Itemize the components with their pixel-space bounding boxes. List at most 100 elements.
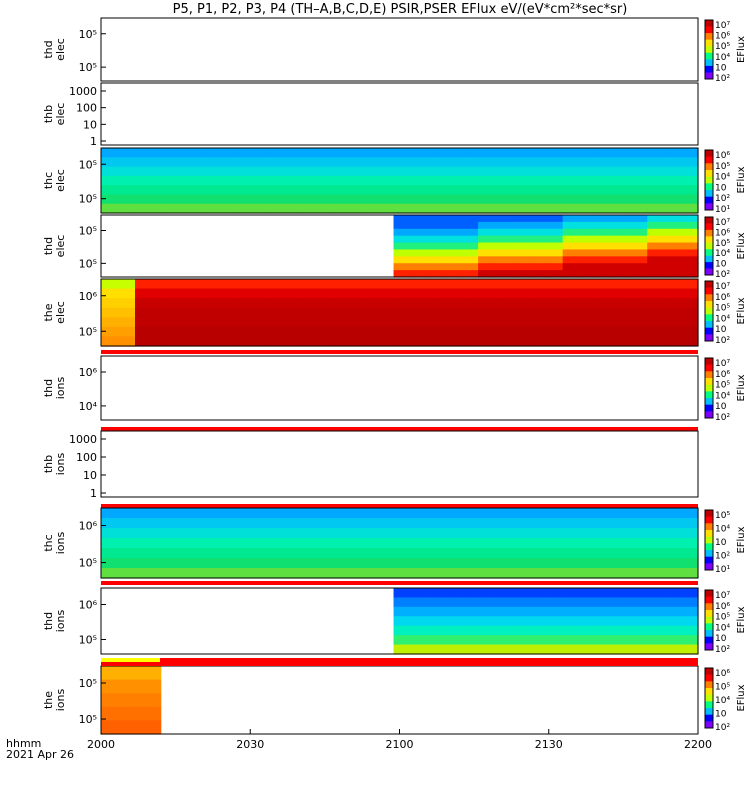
heat-cell (630, 597, 648, 607)
heat-cell (665, 298, 699, 308)
heat-cell (466, 548, 500, 559)
x-tick-label: 2000 (87, 738, 115, 751)
heat-cell (565, 176, 599, 186)
heat-cell (157, 680, 161, 694)
heat-cell (599, 538, 633, 549)
y-tick-label: 10⁵ (79, 677, 97, 690)
heat-cell (394, 588, 412, 598)
heat-cell (234, 538, 268, 549)
heat-cell (410, 616, 428, 626)
heat-cell (632, 558, 666, 569)
heat-cell (461, 597, 479, 607)
colorbar-segment (705, 590, 713, 597)
heat-cell (134, 558, 168, 569)
heat-cell (267, 194, 301, 204)
heat-cell (400, 568, 434, 579)
heat-cell (234, 548, 268, 559)
heat-cell (565, 538, 599, 549)
heat-cell (157, 720, 161, 734)
heat-cell (630, 249, 648, 256)
heat-cell (597, 270, 615, 277)
heat-cell (532, 157, 566, 167)
heat-cell (433, 185, 467, 195)
heat-cell (599, 148, 633, 158)
heat-cell (101, 185, 135, 195)
heat-cell (267, 568, 301, 579)
heat-cell (333, 558, 367, 569)
colorbar-label: EFlux (736, 232, 747, 259)
heat-cell (599, 204, 633, 214)
heat-cell (267, 558, 301, 569)
heat-cell (681, 229, 699, 236)
heat-cell (333, 289, 367, 299)
colorbar-segment (705, 197, 713, 204)
heat-cell (157, 666, 161, 680)
heat-cell (366, 548, 400, 559)
colorbar-tick-label: 10⁵ (715, 239, 730, 249)
heat-cell (234, 308, 268, 318)
heat-cell (512, 229, 530, 236)
heat-cell (427, 645, 445, 655)
heat-cell (580, 645, 598, 655)
heat-cell (630, 222, 648, 229)
heat-cell (478, 588, 496, 598)
heat-cell (433, 518, 467, 529)
colorbar-segment (705, 203, 713, 210)
heat-cell (613, 607, 631, 617)
heat-cell (444, 616, 462, 626)
heat-cell (134, 568, 168, 579)
heat-cell (366, 558, 400, 569)
colorbar-segment (705, 217, 713, 224)
heat-cell (410, 263, 428, 270)
heat-cell (410, 588, 428, 598)
heat-cell (563, 215, 581, 222)
y-tick-label: 1 (90, 487, 97, 500)
heat-cell (201, 327, 235, 337)
heat-cell (461, 229, 479, 236)
heat-cell (647, 597, 665, 607)
colorbar-segment (705, 163, 713, 170)
heat-cell (167, 327, 201, 337)
heat-cell (267, 167, 301, 177)
heat-cell (394, 256, 412, 263)
colorbar-segment (705, 668, 713, 675)
heat-cell (512, 236, 530, 243)
heat-cell (333, 157, 367, 167)
heat-cell (234, 157, 268, 167)
heat-cell (333, 508, 367, 519)
heat-cell (647, 635, 665, 645)
panel-thd-elec: thdelec10⁵10⁵10⁷10⁶10⁵10⁴10⁳10²EFlux (42, 215, 747, 280)
heat-cell (400, 204, 434, 214)
heat-cell (599, 279, 633, 289)
heat-cell (665, 176, 699, 186)
heat-cell (101, 528, 135, 539)
colorbar-tick-label: 10² (715, 723, 730, 733)
heat-cell (599, 194, 633, 204)
heat-cell (410, 249, 428, 256)
heat-cell (410, 635, 428, 645)
heat-cell (466, 538, 500, 549)
heat-cell (410, 215, 428, 222)
colorbar-segment (705, 523, 713, 530)
heat-cell (632, 298, 666, 308)
heat-cell (461, 616, 479, 626)
heat-cell (599, 508, 633, 519)
heat-cell (461, 626, 479, 636)
heat-cell (512, 635, 530, 645)
colorbar-segment (705, 223, 713, 230)
colorbar-segment (705, 236, 713, 243)
heat-cell (433, 176, 467, 186)
y-axis-label: thcions (42, 531, 67, 554)
y-tick-label: 100 (76, 451, 97, 464)
y-tick-label: 10⁶ (79, 520, 98, 533)
heat-cell (427, 263, 445, 270)
colorbar-tick-label: 10⁷ (715, 21, 730, 31)
heat-cell (333, 148, 367, 158)
heat-cell (681, 616, 699, 626)
heat-cell (427, 215, 445, 222)
heat-cell (410, 626, 428, 636)
heat-cell (394, 249, 412, 256)
separator-bar (101, 658, 698, 662)
heat-cell (478, 635, 496, 645)
colorbar-tick-label: 10⁳ (715, 634, 727, 644)
